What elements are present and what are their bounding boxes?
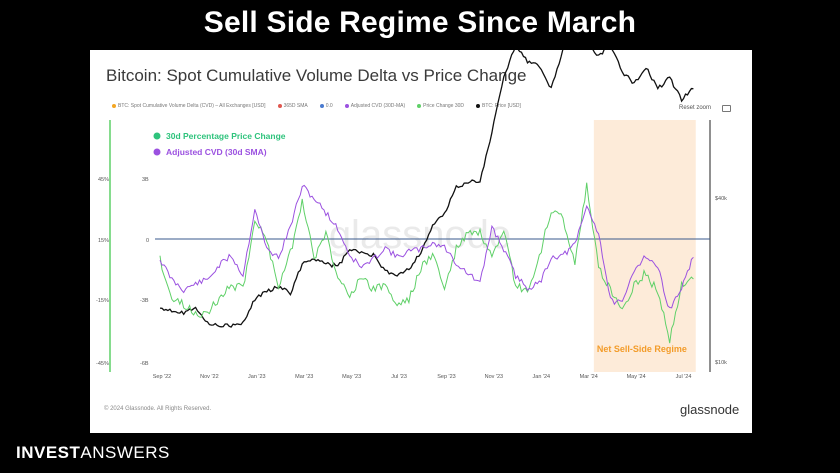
headline: Sell Side Regime Since March — [203, 6, 637, 39]
legend-item-365d-sma[interactable]: 365D SMA — [277, 103, 308, 109]
glassnode-logo: glassnode — [680, 402, 740, 417]
legend-label: 0.0 — [325, 103, 333, 109]
legend-swatch — [319, 104, 324, 108]
legend-label: Price Change 30D — [423, 103, 465, 109]
legend-item-zero[interactable]: 0.0 — [319, 103, 333, 109]
x-tick-label: Nov '22 — [200, 374, 218, 380]
legend-swatch — [277, 104, 282, 108]
investanswers-logo: INVESTANSWERS — [16, 443, 170, 462]
legend-item-price[interactable]: BTC: Price [USD] — [476, 103, 521, 109]
cvd-tick-minus6b: -6B — [140, 361, 149, 367]
y-axis-ticks: 45% 15% -15% -45% 3B 0 -3B -6B $40k $10k — [96, 177, 727, 367]
legend-swatch — [476, 104, 481, 108]
legend-swatch — [417, 104, 422, 108]
reset-zoom-button[interactable]: Reset zoom — [679, 105, 712, 111]
top-legend: BTC: Spot Cumulative Volume Delta (CVD) … — [112, 103, 521, 109]
x-tick-label: Sep '22 — [153, 374, 171, 380]
price-tick-10k: $10k — [715, 360, 727, 366]
series-line-adjusted-cvd — [159, 184, 694, 309]
pct-tick-minus15: -15% — [96, 298, 109, 304]
series-line-price — [159, 50, 694, 328]
legend-swatch — [344, 104, 349, 108]
legend-label: 365D SMA — [283, 103, 308, 109]
series-line-price-change — [159, 182, 694, 344]
cvd-tick-3b: 3B — [142, 177, 149, 183]
inner-legend-adjusted-cvd: Adjusted CVD (30d SMA) — [166, 147, 267, 157]
cvd-tick-minus3b: -3B — [140, 298, 149, 304]
x-tick-label: Jan '23 — [248, 374, 266, 380]
x-tick-label: Mar '24 — [580, 374, 598, 380]
legend-item-adjusted-cvd[interactable]: Adjusted CVD (30D-MA) — [344, 103, 406, 109]
inner-legend-dot-adjusted-cvd — [153, 148, 161, 156]
x-tick-label: Jul '23 — [391, 374, 407, 380]
inner-legend-price-change: 30d Percentage Price Change — [166, 131, 286, 141]
x-tick-label: Jan '24 — [533, 374, 551, 380]
inner-legend-dot-price-change — [153, 132, 161, 140]
legend-swatch — [112, 104, 116, 108]
x-tick-label: Sep '23 — [437, 374, 455, 380]
x-tick-label: Nov '23 — [485, 374, 503, 380]
regime-annotation: Net Sell-Side Regime — [597, 344, 687, 354]
camera-icon[interactable] — [722, 105, 731, 112]
legend-item-price-change[interactable]: Price Change 30D — [417, 103, 464, 109]
legend-item-cvd[interactable]: BTC: Spot Cumulative Volume Delta (CVD) … — [112, 103, 266, 109]
legend-label: Adjusted CVD (30D-MA) — [350, 103, 406, 109]
x-tick-label: May '23 — [342, 374, 361, 380]
x-tick-label: May '24 — [627, 374, 646, 380]
chart-card: Bitcoin: Spot Cumulative Volume Delta vs… — [90, 50, 752, 433]
x-axis-ticks: Sep '22 Nov '22 Jan '23 Mar '23 May '23 Jul '… — [153, 374, 692, 380]
legend-label: BTC: Spot Cumulative Volume Delta (CVD) … — [118, 103, 266, 109]
x-tick-label: Mar '23 — [295, 374, 313, 380]
chart-svg: glassnode 45% 15% -15% -45% 3B 0 -3B -6B… — [96, 50, 727, 380]
legend-label: BTC: Price [USD] — [482, 103, 521, 109]
cvd-tick-0: 0 — [146, 238, 149, 244]
x-tick-label: Jul '24 — [676, 374, 692, 380]
price-tick-40k: $40k — [715, 196, 727, 202]
sell-side-regime-band — [593, 120, 696, 372]
chart-title: Bitcoin: Spot Cumulative Volume Delta vs… — [106, 66, 527, 85]
pct-tick-15: 15% — [98, 238, 109, 244]
copyright-text: © 2024 Glassnode. All Rights Reserved. — [104, 406, 212, 412]
pct-tick-45: 45% — [98, 177, 109, 183]
pct-tick-minus45: -45% — [96, 361, 109, 367]
